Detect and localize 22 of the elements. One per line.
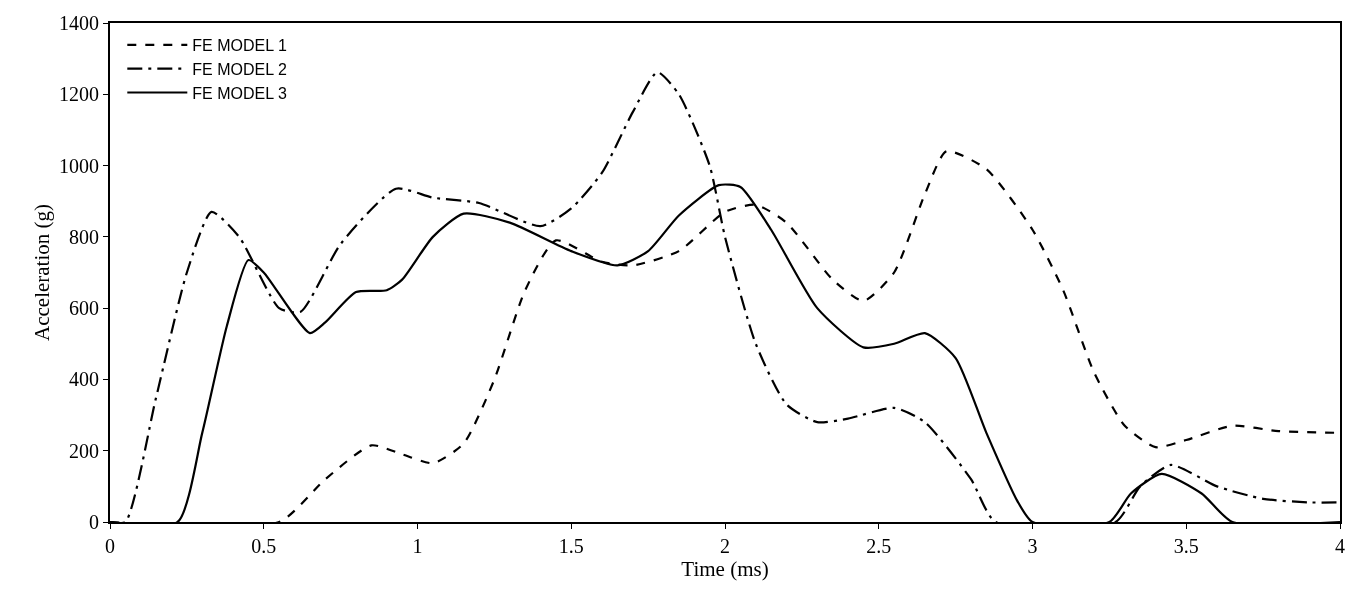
x-tick-label: 1 [412,535,423,557]
x-tick-label: 3 [1027,535,1038,557]
y-tick-label: 600 [69,297,99,320]
x-tick-label: 0.5 [251,535,277,557]
y-tick-label: 400 [69,368,99,391]
y-tick-label: 1200 [59,83,99,106]
legend-label: FE MODEL 3 [192,84,287,102]
y-tick-label: 1400 [59,12,99,34]
x-tick-label: 2 [720,535,730,557]
x-tick-label: 2.5 [866,535,892,557]
y-axis-title: Acceleration (g) [29,203,54,342]
legend-label: FE MODEL 1 [192,37,287,55]
y-tick-label: 200 [69,439,99,462]
y-tick-label: 0 [89,511,99,533]
y-tick-label: 800 [69,225,99,248]
legend-label: FE MODEL 2 [192,60,287,78]
x-tick-label: 1.5 [558,535,584,557]
y-tick-label: 1000 [59,154,99,177]
x-tick-label: 3.5 [1173,535,1199,557]
x-tick-label: 0 [105,535,115,557]
x-axis-title: Time (ms) [681,557,769,581]
x-tick-label: 4 [1335,535,1345,557]
